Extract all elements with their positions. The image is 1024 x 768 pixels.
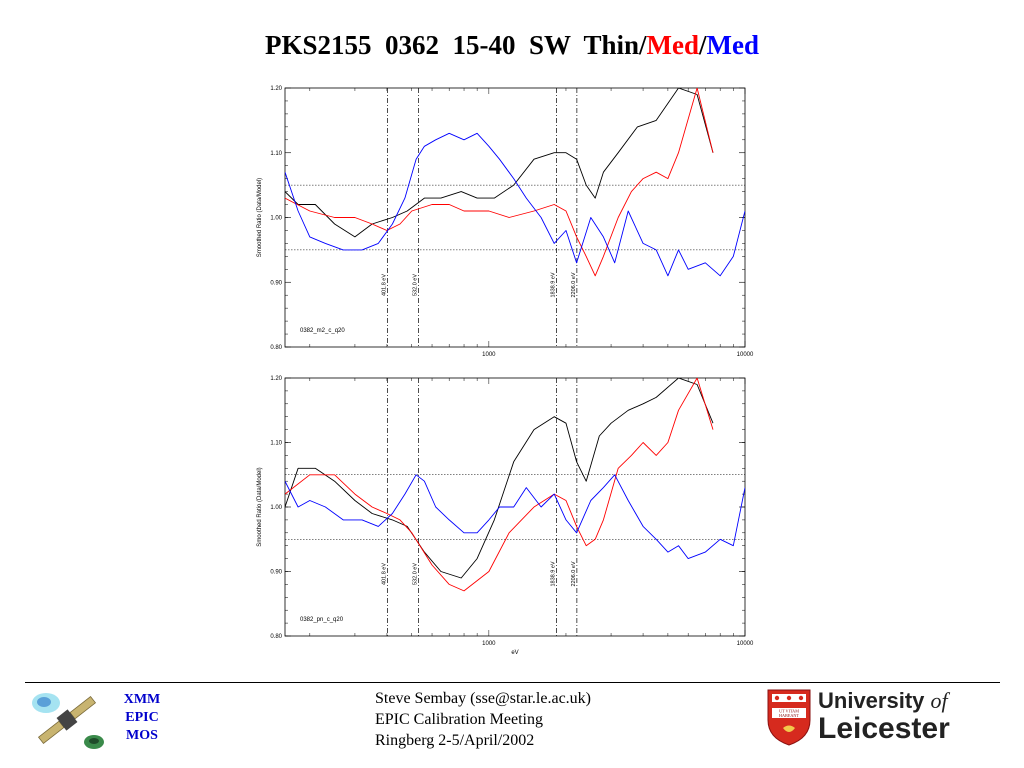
edge-label: 401.8 eV [381, 274, 387, 296]
series-group [285, 88, 745, 277]
credits-block: Steve Sembay (sse@star.le.ac.uk) EPIC Ca… [375, 688, 591, 751]
y-tick-label: 1.10 [270, 441, 282, 447]
y-tick-label: 1.00 [270, 505, 282, 511]
edge-label: 2206.0 eV [571, 561, 577, 586]
university-word: University [818, 688, 931, 713]
series-line-3 [285, 474, 745, 560]
credits-venue: Ringberg 2-5/April/2002 [375, 732, 535, 749]
y-tick-label: 0.80 [270, 634, 282, 640]
x-axis-label: eV [511, 650, 518, 656]
series-line-3 [285, 132, 745, 277]
series-group [285, 378, 745, 592]
y-tick-label: 1.20 [270, 376, 282, 382]
mission-mos: MOS [126, 728, 158, 743]
chart-panel-2: 0.80 0.90 1.00 1.10 1.20 1000 10000 Smoothed Ra… [257, 376, 754, 656]
credits-meeting: EPIC Calibration Meeting [375, 711, 543, 728]
svg-text:HABEANT: HABEANT [779, 713, 799, 718]
university-crest-icon: UT VITAM HABEANT [767, 689, 811, 746]
edge-label: 1838.9 eV [551, 561, 557, 586]
charts-canvas: 0.80 0.90 1.00 1.10 1.20 1000 10000 Smoothed Ra… [257, 86, 754, 656]
y-tick-label: 0.90 [270, 570, 282, 576]
y-axis-label: Smoothed Ratio (Data/Model) [257, 467, 263, 546]
mission-label: XMM EPIC MOS [108, 691, 176, 745]
edge-label: 401.8 eV [381, 563, 387, 585]
series-line-2 [285, 88, 714, 277]
panel-label: 0382_pn_c_q20 [300, 617, 344, 623]
mission-epic: EPIC [125, 710, 159, 725]
series-line-1 [285, 88, 714, 238]
y-axis-label: Smoothed Ratio (Data/Model) [257, 178, 263, 257]
x-tick-label: 1000 [482, 352, 496, 358]
y-tick-label: 0.90 [270, 280, 282, 286]
university-of: of [930, 688, 948, 713]
university-name: Leicester [818, 712, 950, 745]
title-thin: PKS2155 0362 15-40 SW Thin/ [264, 30, 647, 60]
credits-author: Steve Sembay (sse@star.le.ac.uk) [375, 690, 592, 707]
mission-xmm: XMM [123, 692, 161, 707]
x-tick-label: 10000 [737, 641, 754, 647]
y-tick-label: 1.10 [270, 151, 282, 157]
footer-divider [25, 682, 1000, 683]
edge-label: 532.0 eV [413, 274, 419, 296]
y-tick-label: 1.20 [270, 86, 282, 92]
edge-label: 532.0 eV [413, 563, 419, 585]
title-med-red: Med [646, 30, 700, 60]
slide-title: PKS2155 0362 15-40 SW Thin/Med/Med [0, 30, 1024, 61]
university-wordmark: University of Leicester [818, 688, 950, 744]
university-logo: UT VITAM HABEANT University of Leicester [766, 688, 1006, 752]
xmm-satellite-icon [32, 693, 104, 749]
chart-panel-1: 0.80 0.90 1.00 1.10 1.20 1000 10000 Smoothed Ra… [257, 86, 754, 358]
y-tick-label: 0.80 [270, 345, 282, 351]
title-med-blue: Med [706, 30, 760, 60]
x-tick-label: 1000 [482, 641, 496, 647]
y-tick-label: 1.00 [270, 216, 282, 222]
series-line-2 [285, 378, 714, 592]
edge-label: 2206.0 eV [571, 272, 577, 297]
svg-text:UT VITAM: UT VITAM [779, 709, 799, 714]
panel-label: 0382_m2_c_q20 [300, 328, 345, 334]
edge-label: 1838.9 eV [551, 272, 557, 297]
x-tick-label: 10000 [737, 352, 754, 358]
title-slash: / [699, 30, 707, 60]
series-line-1 [285, 378, 714, 579]
